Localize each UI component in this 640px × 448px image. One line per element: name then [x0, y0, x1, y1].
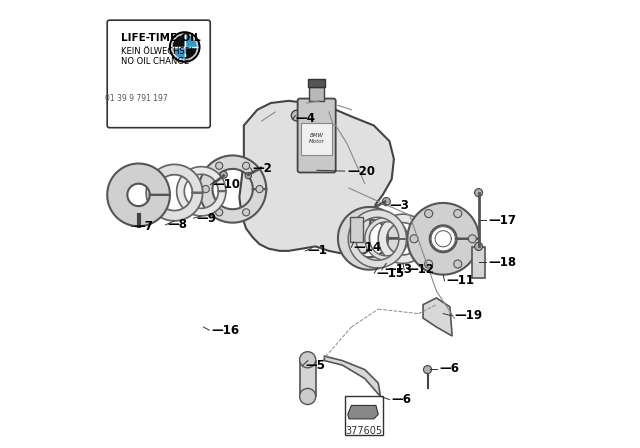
Text: —12: —12 — [406, 263, 435, 276]
Text: —7: —7 — [133, 220, 153, 233]
Polygon shape — [423, 298, 452, 336]
Circle shape — [243, 209, 250, 216]
Polygon shape — [365, 217, 408, 260]
Bar — [301, 123, 332, 155]
Polygon shape — [348, 210, 406, 268]
Circle shape — [424, 210, 433, 218]
Wedge shape — [172, 47, 185, 60]
Bar — [472, 247, 485, 278]
Circle shape — [424, 366, 431, 374]
Text: —20: —20 — [347, 164, 375, 178]
Bar — [350, 217, 362, 242]
Polygon shape — [408, 203, 479, 275]
Text: —9: —9 — [196, 211, 216, 225]
Circle shape — [475, 189, 483, 197]
Circle shape — [291, 110, 302, 121]
Text: —10: —10 — [212, 178, 241, 191]
Text: —3: —3 — [389, 198, 410, 212]
Text: 377605: 377605 — [345, 426, 382, 436]
Circle shape — [172, 34, 197, 60]
Text: —13: —13 — [384, 263, 412, 276]
Polygon shape — [378, 214, 428, 263]
Text: —11: —11 — [447, 274, 475, 288]
Circle shape — [454, 210, 462, 218]
Text: —18: —18 — [488, 255, 516, 269]
Polygon shape — [108, 164, 170, 226]
Text: —2: —2 — [253, 161, 273, 175]
Polygon shape — [338, 207, 401, 270]
Circle shape — [170, 32, 200, 62]
Polygon shape — [324, 356, 380, 396]
Text: —15: —15 — [376, 267, 404, 280]
Circle shape — [468, 235, 476, 243]
Text: KEIN ÖLWECHSEL: KEIN ÖLWECHSEL — [121, 47, 195, 56]
Text: 01 39 9 791 197: 01 39 9 791 197 — [105, 94, 168, 103]
Wedge shape — [172, 34, 185, 47]
Polygon shape — [199, 155, 266, 223]
Circle shape — [300, 352, 316, 368]
Text: —8: —8 — [168, 218, 188, 232]
Circle shape — [216, 209, 223, 216]
Text: —1: —1 — [307, 244, 327, 258]
Text: LIFE-TIME-OIL: LIFE-TIME-OIL — [121, 33, 200, 43]
Text: —6: —6 — [440, 362, 460, 375]
Circle shape — [243, 162, 250, 169]
Circle shape — [245, 172, 252, 179]
Polygon shape — [146, 164, 203, 221]
Bar — [345, 396, 383, 435]
Wedge shape — [185, 34, 197, 47]
Circle shape — [256, 185, 263, 193]
Circle shape — [220, 171, 227, 178]
Wedge shape — [185, 47, 197, 60]
Text: —5: —5 — [305, 358, 325, 372]
Circle shape — [202, 185, 209, 193]
Polygon shape — [348, 405, 378, 419]
Text: —4: —4 — [296, 112, 316, 125]
Text: BMW
Motor: BMW Motor — [308, 134, 324, 144]
Text: —6: —6 — [392, 393, 412, 406]
Text: —14: —14 — [353, 241, 381, 254]
Circle shape — [410, 235, 418, 243]
FancyBboxPatch shape — [298, 99, 336, 172]
Circle shape — [216, 162, 223, 169]
PathPatch shape — [239, 101, 394, 255]
Circle shape — [454, 260, 462, 268]
Polygon shape — [177, 167, 226, 216]
Bar — [309, 87, 324, 101]
Circle shape — [300, 388, 316, 405]
Bar — [308, 79, 325, 87]
Circle shape — [424, 260, 433, 268]
Text: —17: —17 — [488, 214, 516, 227]
Text: —19: —19 — [454, 309, 483, 323]
FancyBboxPatch shape — [108, 20, 210, 128]
Circle shape — [475, 242, 483, 250]
Text: NO OIL CHANGE: NO OIL CHANGE — [121, 57, 189, 66]
Circle shape — [382, 198, 390, 206]
Bar — [300, 361, 316, 396]
Text: —16: —16 — [212, 323, 240, 337]
